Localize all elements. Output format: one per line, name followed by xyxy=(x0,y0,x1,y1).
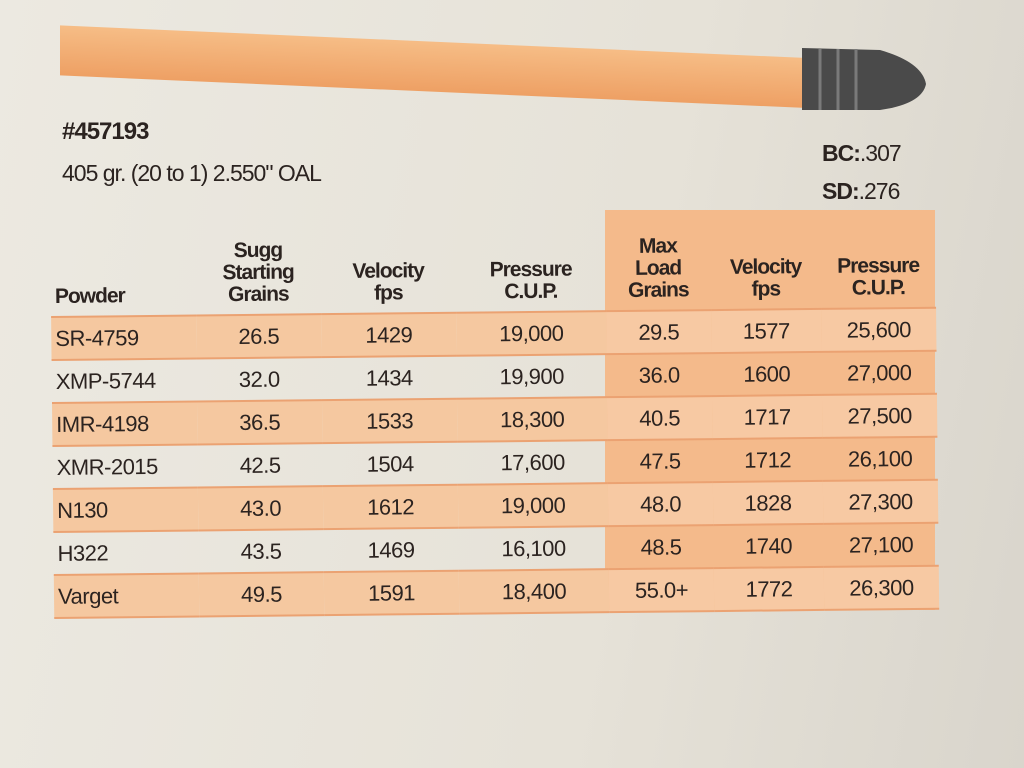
column-header-line: Grains xyxy=(227,282,289,307)
value-cell: 1740 xyxy=(713,523,824,569)
column-header: Sugg Starting Grains xyxy=(195,209,321,315)
value-cell: 1591 xyxy=(323,570,460,616)
powder-cell: XMR-2015 xyxy=(52,444,198,489)
value-cell: 40.5 xyxy=(606,396,713,441)
sd-label: SD: xyxy=(822,178,860,204)
value-cell: 43.5 xyxy=(198,529,324,574)
value-cell: 19,000 xyxy=(456,311,607,356)
sd-value: .276 xyxy=(858,178,901,204)
column-header: Pressure C.U.P. xyxy=(455,206,606,313)
column-header-line: Starting xyxy=(222,260,294,285)
value-cell: 19,900 xyxy=(456,354,607,399)
value-cell: 49.5 xyxy=(198,572,325,617)
value-cell: 1504 xyxy=(322,441,458,487)
value-cell: 48.5 xyxy=(608,525,714,570)
value-cell: 27,300 xyxy=(822,479,939,524)
sd: SD:.276 xyxy=(822,178,901,205)
column-header-line: Pressure xyxy=(489,257,572,282)
powder-cell: XMP-5744 xyxy=(51,358,197,403)
bullet-description: 405 gr. (20 to 1) 2.550" OAL xyxy=(62,160,322,186)
value-cell: 1828 xyxy=(712,480,824,526)
value-cell: 47.5 xyxy=(607,439,713,484)
value-cell: 1772 xyxy=(713,566,825,612)
value-cell: 26.5 xyxy=(196,314,322,359)
value-cell: 26,100 xyxy=(822,436,938,481)
value-cell: 26,300 xyxy=(823,565,940,610)
powder-cell: SR-4759 xyxy=(51,315,197,360)
powder-cell: Varget xyxy=(53,573,200,618)
column-header-line: Powder xyxy=(54,284,125,308)
column-header-line: Velocity xyxy=(352,259,424,283)
value-cell: 1600 xyxy=(711,351,822,397)
value-cell: 1612 xyxy=(322,484,459,530)
value-cell: 25,600 xyxy=(821,307,937,352)
header-row: Powder Sugg Starting Grains Velocity fps Press… xyxy=(50,203,936,317)
column-header-line: Max xyxy=(638,234,677,258)
value-cell: 1712 xyxy=(712,437,823,483)
column-header-line: fps xyxy=(373,281,403,305)
value-cell: 16,100 xyxy=(458,526,609,571)
value-cell: 1577 xyxy=(711,308,822,354)
bc-value: .307 xyxy=(859,140,902,166)
bullet-icon xyxy=(802,48,926,110)
powder-cell: IMR-4198 xyxy=(52,401,198,446)
value-cell: 1533 xyxy=(321,398,458,444)
column-header-line: Load xyxy=(634,256,682,280)
value-cell: 1429 xyxy=(321,312,457,358)
value-cell: 17,600 xyxy=(457,440,608,485)
column-header-line: Sugg xyxy=(233,238,283,263)
column-header: Powder xyxy=(50,210,196,317)
value-cell: 1469 xyxy=(323,527,459,573)
column-header-line: fps xyxy=(751,277,781,301)
value-cell: 27,100 xyxy=(823,522,939,567)
value-cell: 27,500 xyxy=(821,393,938,438)
bc: BC:.307 xyxy=(822,140,902,167)
value-cell: 27,000 xyxy=(821,350,937,395)
column-header: Velocity fps xyxy=(320,208,456,314)
column-header: Pressure C.U.P. xyxy=(820,203,936,309)
orange-banner xyxy=(60,25,820,109)
column-header: Max Load Grains xyxy=(605,205,711,311)
column-header: Velocity fps xyxy=(710,204,821,310)
powder-cell: H322 xyxy=(53,530,199,575)
column-header-line: Pressure xyxy=(837,253,920,278)
value-cell: 36.5 xyxy=(196,400,323,445)
value-cell: 19,000 xyxy=(457,483,609,528)
column-header-line: C.U.P. xyxy=(504,279,558,304)
value-cell: 29.5 xyxy=(606,310,712,355)
value-cell: 48.0 xyxy=(607,482,714,527)
column-header-line: C.U.P. xyxy=(851,276,906,300)
column-header-line: Velocity xyxy=(729,255,802,279)
bullet-id: #457193 xyxy=(62,118,149,145)
table-row: Varget 49.5 1591 18,400 55.0+ 1772 26,300 xyxy=(53,565,940,618)
load-table: Powder Sugg Starting Grains Velocity fps Press… xyxy=(50,203,940,619)
bc-label: BC: xyxy=(822,140,861,166)
value-cell: 1717 xyxy=(711,394,823,440)
value-cell: 1434 xyxy=(321,355,457,401)
column-header-line: Grains xyxy=(627,278,689,302)
value-cell: 42.5 xyxy=(197,443,323,488)
value-cell: 43.0 xyxy=(197,486,324,531)
value-cell: 18,400 xyxy=(458,569,610,614)
value-cell: 32.0 xyxy=(196,357,322,402)
value-cell: 55.0+ xyxy=(608,568,715,613)
powder-cell: N130 xyxy=(52,487,199,532)
value-cell: 36.0 xyxy=(606,353,712,398)
value-cell: 18,300 xyxy=(456,397,608,442)
